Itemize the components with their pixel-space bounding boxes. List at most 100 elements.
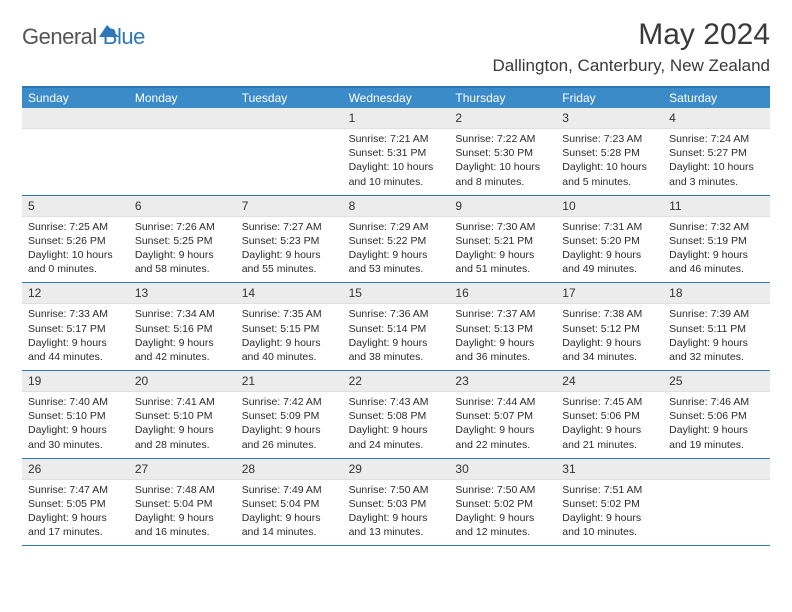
day-details: Sunrise: 7:26 AMSunset: 5:25 PMDaylight:…: [129, 217, 236, 283]
day-details: Sunrise: 7:41 AMSunset: 5:10 PMDaylight:…: [129, 392, 236, 458]
calendar-day: 2Sunrise: 7:22 AMSunset: 5:30 PMDaylight…: [449, 108, 556, 195]
day-number: 13: [129, 283, 236, 304]
day-details: Sunrise: 7:25 AMSunset: 5:26 PMDaylight:…: [22, 217, 129, 283]
day-number: 24: [556, 371, 663, 392]
day-number: 10: [556, 196, 663, 217]
weekday-header: Tuesday: [236, 88, 343, 108]
day-number: 2: [449, 108, 556, 129]
day-number: [22, 108, 129, 129]
day-details: Sunrise: 7:33 AMSunset: 5:17 PMDaylight:…: [22, 304, 129, 370]
calendar-day: 12Sunrise: 7:33 AMSunset: 5:17 PMDayligh…: [22, 283, 129, 370]
day-number: 30: [449, 459, 556, 480]
day-details: Sunrise: 7:32 AMSunset: 5:19 PMDaylight:…: [663, 217, 770, 283]
day-details: Sunrise: 7:36 AMSunset: 5:14 PMDaylight:…: [343, 304, 450, 370]
day-details: Sunrise: 7:51 AMSunset: 5:02 PMDaylight:…: [556, 480, 663, 546]
day-number: 1: [343, 108, 450, 129]
day-number: 6: [129, 196, 236, 217]
day-details: Sunrise: 7:48 AMSunset: 5:04 PMDaylight:…: [129, 480, 236, 546]
calendar-day: 28Sunrise: 7:49 AMSunset: 5:04 PMDayligh…: [236, 459, 343, 546]
calendar-day: 23Sunrise: 7:44 AMSunset: 5:07 PMDayligh…: [449, 371, 556, 458]
day-number: 20: [129, 371, 236, 392]
day-number: 16: [449, 283, 556, 304]
day-details: Sunrise: 7:42 AMSunset: 5:09 PMDaylight:…: [236, 392, 343, 458]
day-details: Sunrise: 7:37 AMSunset: 5:13 PMDaylight:…: [449, 304, 556, 370]
calendar-day: 24Sunrise: 7:45 AMSunset: 5:06 PMDayligh…: [556, 371, 663, 458]
calendar-day: [129, 108, 236, 195]
day-details: Sunrise: 7:47 AMSunset: 5:05 PMDaylight:…: [22, 480, 129, 546]
day-details: Sunrise: 7:50 AMSunset: 5:02 PMDaylight:…: [449, 480, 556, 546]
day-number: 28: [236, 459, 343, 480]
day-number: 11: [663, 196, 770, 217]
calendar-day: 27Sunrise: 7:48 AMSunset: 5:04 PMDayligh…: [129, 459, 236, 546]
calendar-day: [663, 459, 770, 546]
calendar-day: 3Sunrise: 7:23 AMSunset: 5:28 PMDaylight…: [556, 108, 663, 195]
calendar-day: 18Sunrise: 7:39 AMSunset: 5:11 PMDayligh…: [663, 283, 770, 370]
day-number: 15: [343, 283, 450, 304]
day-details: Sunrise: 7:23 AMSunset: 5:28 PMDaylight:…: [556, 129, 663, 195]
day-number: 9: [449, 196, 556, 217]
day-number: 17: [556, 283, 663, 304]
day-number: 7: [236, 196, 343, 217]
day-details: Sunrise: 7:27 AMSunset: 5:23 PMDaylight:…: [236, 217, 343, 283]
weekday-header: Sunday: [22, 88, 129, 108]
calendar-day: [22, 108, 129, 195]
day-number: 8: [343, 196, 450, 217]
day-number: [663, 459, 770, 480]
calendar-day: 21Sunrise: 7:42 AMSunset: 5:09 PMDayligh…: [236, 371, 343, 458]
weekday-header: Saturday: [663, 88, 770, 108]
day-number: 26: [22, 459, 129, 480]
day-details: Sunrise: 7:45 AMSunset: 5:06 PMDaylight:…: [556, 392, 663, 458]
calendar-day: 29Sunrise: 7:50 AMSunset: 5:03 PMDayligh…: [343, 459, 450, 546]
day-details: Sunrise: 7:22 AMSunset: 5:30 PMDaylight:…: [449, 129, 556, 195]
day-details: Sunrise: 7:46 AMSunset: 5:06 PMDaylight:…: [663, 392, 770, 458]
day-number: 22: [343, 371, 450, 392]
day-number: 12: [22, 283, 129, 304]
day-details: Sunrise: 7:49 AMSunset: 5:04 PMDaylight:…: [236, 480, 343, 546]
day-details: Sunrise: 7:44 AMSunset: 5:07 PMDaylight:…: [449, 392, 556, 458]
calendar-day: 16Sunrise: 7:37 AMSunset: 5:13 PMDayligh…: [449, 283, 556, 370]
calendar-day: 15Sunrise: 7:36 AMSunset: 5:14 PMDayligh…: [343, 283, 450, 370]
calendar-day: 7Sunrise: 7:27 AMSunset: 5:23 PMDaylight…: [236, 196, 343, 283]
day-number: 21: [236, 371, 343, 392]
day-number: 23: [449, 371, 556, 392]
calendar-day: 6Sunrise: 7:26 AMSunset: 5:25 PMDaylight…: [129, 196, 236, 283]
weekday-header: Monday: [129, 88, 236, 108]
calendar-day: 14Sunrise: 7:35 AMSunset: 5:15 PMDayligh…: [236, 283, 343, 370]
calendar-day: 20Sunrise: 7:41 AMSunset: 5:10 PMDayligh…: [129, 371, 236, 458]
day-number: 25: [663, 371, 770, 392]
day-number: 19: [22, 371, 129, 392]
day-details: Sunrise: 7:39 AMSunset: 5:11 PMDaylight:…: [663, 304, 770, 370]
calendar-day: 1Sunrise: 7:21 AMSunset: 5:31 PMDaylight…: [343, 108, 450, 195]
day-number: [236, 108, 343, 129]
day-details: Sunrise: 7:30 AMSunset: 5:21 PMDaylight:…: [449, 217, 556, 283]
day-details: Sunrise: 7:31 AMSunset: 5:20 PMDaylight:…: [556, 217, 663, 283]
calendar-day: 22Sunrise: 7:43 AMSunset: 5:08 PMDayligh…: [343, 371, 450, 458]
day-details: Sunrise: 7:29 AMSunset: 5:22 PMDaylight:…: [343, 217, 450, 283]
day-details: Sunrise: 7:35 AMSunset: 5:15 PMDaylight:…: [236, 304, 343, 370]
calendar-week: 26Sunrise: 7:47 AMSunset: 5:05 PMDayligh…: [22, 459, 770, 547]
calendar-day: 10Sunrise: 7:31 AMSunset: 5:20 PMDayligh…: [556, 196, 663, 283]
weekday-header: Wednesday: [343, 88, 450, 108]
day-number: 5: [22, 196, 129, 217]
weekday-header: Friday: [556, 88, 663, 108]
day-details: Sunrise: 7:24 AMSunset: 5:27 PMDaylight:…: [663, 129, 770, 195]
day-details: Sunrise: 7:21 AMSunset: 5:31 PMDaylight:…: [343, 129, 450, 195]
calendar: SundayMondayTuesdayWednesdayThursdayFrid…: [22, 86, 770, 546]
calendar-week: 12Sunrise: 7:33 AMSunset: 5:17 PMDayligh…: [22, 283, 770, 371]
header: General Blue May 2024 Dallington, Canter…: [22, 18, 770, 76]
month-title: May 2024: [493, 18, 771, 52]
day-number: 14: [236, 283, 343, 304]
calendar-day: 19Sunrise: 7:40 AMSunset: 5:10 PMDayligh…: [22, 371, 129, 458]
day-details: Sunrise: 7:43 AMSunset: 5:08 PMDaylight:…: [343, 392, 450, 458]
logo: General Blue: [22, 24, 145, 50]
day-details: Sunrise: 7:38 AMSunset: 5:12 PMDaylight:…: [556, 304, 663, 370]
day-details: Sunrise: 7:40 AMSunset: 5:10 PMDaylight:…: [22, 392, 129, 458]
calendar-day: 11Sunrise: 7:32 AMSunset: 5:19 PMDayligh…: [663, 196, 770, 283]
calendar-day: 25Sunrise: 7:46 AMSunset: 5:06 PMDayligh…: [663, 371, 770, 458]
calendar-week: 1Sunrise: 7:21 AMSunset: 5:31 PMDaylight…: [22, 108, 770, 196]
logo-text-general: General: [22, 24, 97, 50]
calendar-week: 19Sunrise: 7:40 AMSunset: 5:10 PMDayligh…: [22, 371, 770, 459]
calendar-day: 5Sunrise: 7:25 AMSunset: 5:26 PMDaylight…: [22, 196, 129, 283]
day-number: 27: [129, 459, 236, 480]
day-number: [129, 108, 236, 129]
